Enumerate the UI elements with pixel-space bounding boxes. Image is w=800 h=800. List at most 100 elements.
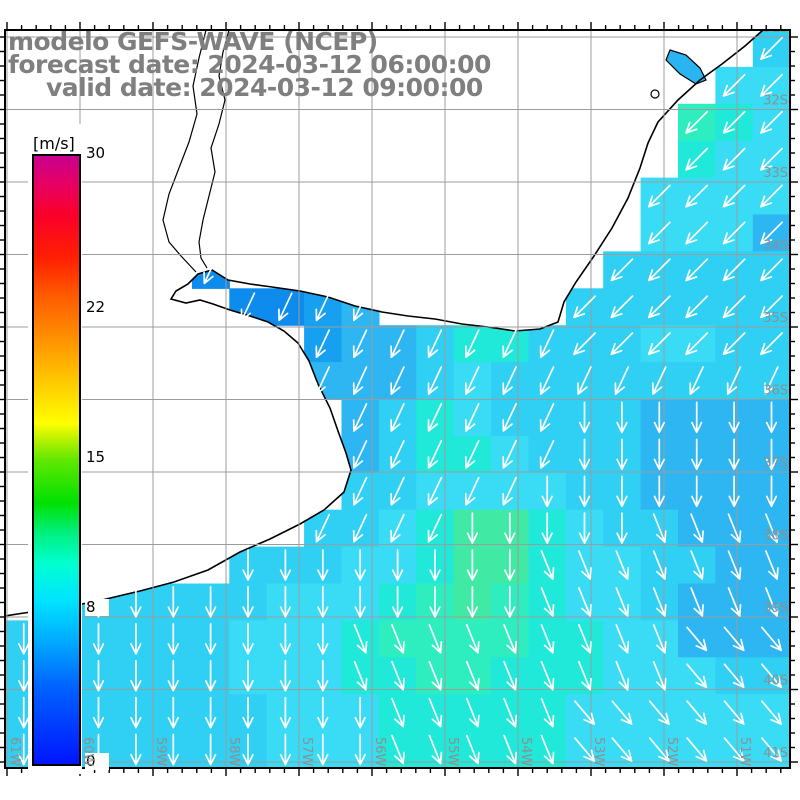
wind-arrow xyxy=(652,550,667,580)
wind-arrow xyxy=(685,147,709,171)
river-line xyxy=(162,31,207,273)
wind-arrow xyxy=(242,586,254,618)
wind-arrow xyxy=(427,439,443,469)
wind-arrow xyxy=(279,549,292,581)
wind-arrow xyxy=(503,624,518,654)
wind-arrow xyxy=(685,184,709,208)
wind-arrow xyxy=(502,329,517,359)
wind-arrow xyxy=(765,550,779,580)
wind-arrow xyxy=(465,660,480,691)
wind-arrow xyxy=(464,329,480,359)
wind-arrow xyxy=(653,475,665,508)
wind-arrow xyxy=(352,366,368,395)
wind-arrow-layer xyxy=(18,36,783,766)
wind-arrow xyxy=(391,697,405,728)
wind-arrow xyxy=(722,184,746,208)
wind-arrow xyxy=(466,586,479,618)
wind-arrow xyxy=(540,550,555,580)
colorbar-gradient-bar xyxy=(32,154,81,766)
wind-arrow xyxy=(279,623,292,655)
wind-arrow xyxy=(722,295,746,319)
wind-arrow xyxy=(317,586,329,618)
wind-arrow xyxy=(167,623,179,655)
wind-arrow xyxy=(614,366,630,395)
wind-arrow xyxy=(427,513,443,543)
wind-arrow xyxy=(391,660,405,691)
wind-arrow xyxy=(610,332,634,356)
wind-arrow xyxy=(541,512,553,544)
wind-arrow xyxy=(765,438,778,471)
wind-arrow xyxy=(354,696,366,729)
wind-arrow xyxy=(390,439,405,469)
wind-arrow xyxy=(504,549,516,581)
wind-arrow xyxy=(761,663,782,689)
wind-arrow xyxy=(279,586,292,618)
wind-arrow xyxy=(539,329,555,359)
wind-arrow xyxy=(652,624,667,654)
wind-arrow xyxy=(652,513,667,543)
wind-arrow xyxy=(465,624,480,654)
wind-arrow xyxy=(427,329,443,359)
wind-arrow xyxy=(765,475,778,508)
wind-arrow xyxy=(690,513,704,543)
wind-arrow xyxy=(278,292,293,322)
colorbar-label-halo xyxy=(85,145,109,162)
wind-arrow xyxy=(390,403,405,432)
colorbar-units-label: [m/s] xyxy=(33,134,75,153)
wind-arrow xyxy=(354,549,366,581)
wind-arrow xyxy=(204,659,217,692)
latitude-label: 40S xyxy=(763,674,788,689)
wind-arrow xyxy=(204,623,217,655)
wind-arrow xyxy=(503,734,518,765)
wind-arrow xyxy=(317,549,329,581)
wind-arrow xyxy=(615,660,630,691)
wind-arrow xyxy=(728,438,740,471)
wind-arrow xyxy=(653,401,665,434)
wind-arrow xyxy=(727,550,742,580)
longitude-label: 52W xyxy=(664,737,679,767)
wind-arrow xyxy=(691,475,703,508)
wind-arrow xyxy=(761,737,782,762)
wind-arrow xyxy=(240,292,256,322)
latitude-label: 33S xyxy=(763,166,788,181)
wind-arrow xyxy=(689,366,704,395)
latitude-label: 41S xyxy=(763,746,788,761)
latitude-label: 38S xyxy=(763,529,788,544)
colorbar-label-halo xyxy=(85,753,109,770)
wind-arrow xyxy=(723,663,745,689)
wind-arrow xyxy=(466,512,479,544)
wind-arrow xyxy=(390,366,405,395)
wind-arrow xyxy=(391,734,405,765)
wind-arrow xyxy=(130,733,142,766)
wind-arrow xyxy=(722,258,746,282)
title-overlay: modelo GEFS-WAVE (NCEP) forecast date: 2… xyxy=(8,27,492,102)
wind-arrow xyxy=(648,737,670,762)
wind-arrow xyxy=(130,659,142,692)
wind-arrow xyxy=(428,624,443,654)
wind-arrow xyxy=(615,550,630,580)
wind-arrow xyxy=(315,366,331,395)
wind-arrow xyxy=(610,258,634,282)
wind-arrow xyxy=(574,737,596,762)
wind-arrow xyxy=(18,696,30,729)
wind-arrow xyxy=(502,403,517,432)
wind-arrow xyxy=(429,586,441,618)
longitude-label: 53W xyxy=(591,737,606,767)
wind-arrow xyxy=(760,110,783,134)
latitude-label: 35S xyxy=(763,311,788,326)
valid-date-line: valid date: 2024-03-12 09:00:00 xyxy=(46,73,483,102)
coastline xyxy=(6,31,764,617)
wind-arrow xyxy=(722,73,746,97)
model-title: modelo GEFS-WAVE (NCEP) xyxy=(8,27,378,56)
wind-arrow xyxy=(204,696,217,729)
wind-arrow xyxy=(503,660,518,691)
wind-arrow xyxy=(761,626,782,652)
wind-arrow xyxy=(723,626,745,652)
land-mass xyxy=(6,31,762,616)
wind-arrow xyxy=(653,438,665,471)
wind-arrow xyxy=(167,696,179,729)
wind-arrow xyxy=(722,147,746,171)
latitude-label: 32S xyxy=(763,94,788,109)
wind-arrow xyxy=(503,697,518,728)
wind-arrow xyxy=(690,550,704,580)
